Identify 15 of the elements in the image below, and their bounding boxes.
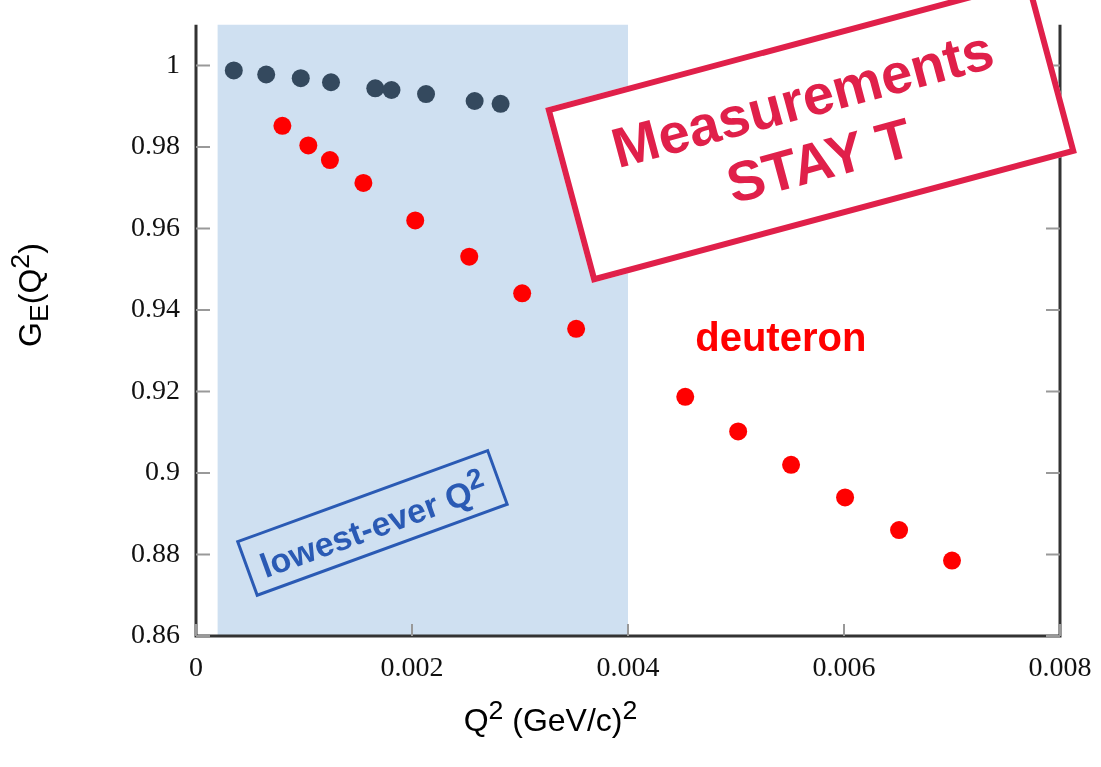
- x-axis-title: Q$^{2}$ (GeV/c)$^{2}$: [462, 695, 639, 739]
- series-label: deuteron: [695, 314, 867, 360]
- x-tick-label: 0.004: [596, 651, 660, 683]
- y-tick-label: 0.86: [131, 618, 180, 650]
- x-tick-label: 0.002: [380, 651, 444, 683]
- y-tick-label: 0.98: [131, 129, 180, 161]
- y-tick-label: 0.9: [145, 455, 180, 487]
- y-tick-label: 0.94: [131, 292, 180, 324]
- x-tick-label: 0.008: [1028, 651, 1092, 683]
- y-tick-label: 0.88: [131, 536, 180, 568]
- y-tick-label: 0.92: [131, 373, 180, 405]
- x-tick-label: 0.006: [812, 651, 876, 683]
- y-tick-label: 0.96: [131, 210, 180, 242]
- y-tick-label: 1: [166, 47, 180, 79]
- x-tick-label: 0: [189, 651, 203, 683]
